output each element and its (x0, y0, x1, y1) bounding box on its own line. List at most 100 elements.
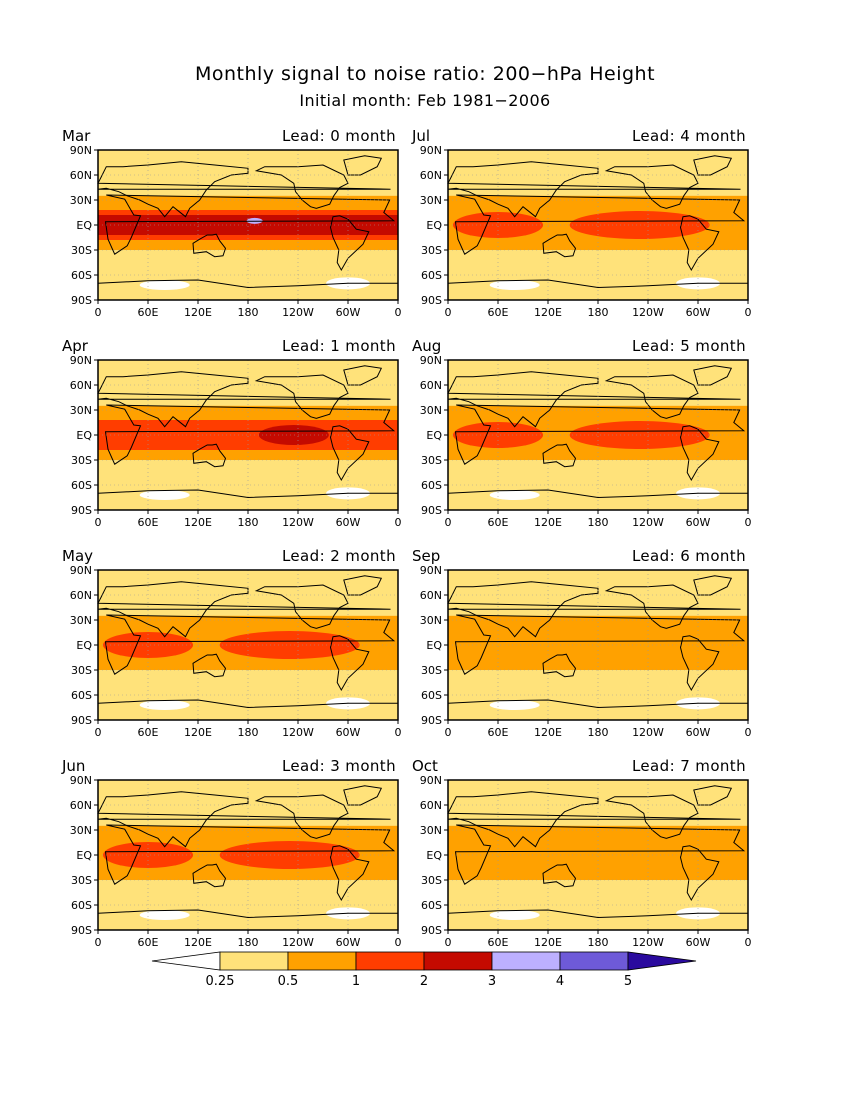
field-core (103, 632, 193, 658)
coastline (97, 279, 398, 289)
x-tick-label: 0 (745, 936, 752, 949)
colorbar-swatch (491, 951, 561, 971)
panel-lead-label: Lead: 4 month (631, 127, 746, 145)
x-tick-label: 120W (632, 936, 664, 949)
x-tick-label: 180 (588, 726, 609, 739)
y-tick-label: 30S (71, 244, 92, 257)
coastline (447, 371, 741, 428)
colorbar-swatches (151, 951, 697, 971)
y-tick-label: 90N (70, 565, 92, 577)
x-tick-label: 60W (686, 936, 711, 949)
x-tick-label: 60E (138, 936, 159, 949)
x-tick-label: 60E (488, 936, 509, 949)
field-core (453, 422, 543, 448)
y-tick-label: 90S (421, 924, 442, 937)
x-tick-label: 180 (238, 726, 259, 739)
y-tick-label: 90S (421, 504, 442, 517)
x-tick-label: 0 (445, 516, 452, 529)
y-tick-label: 60N (420, 589, 442, 602)
x-tick-label: 0 (395, 936, 402, 949)
y-tick-label: EQ (76, 429, 92, 442)
x-tick-label: 180 (588, 306, 609, 319)
x-tick-label: 60W (686, 306, 711, 319)
x-tick-label: 180 (238, 306, 259, 319)
colorbar-label: 4 (555, 974, 565, 989)
colorbar-swatch (151, 951, 221, 971)
x-tick-label: 0 (95, 516, 102, 529)
coastline (343, 155, 383, 176)
y-tick-label: 30N (70, 824, 92, 837)
x-tick-label: 60W (336, 726, 361, 739)
x-tick-label: 120E (534, 306, 562, 319)
x-tick-label: 120E (534, 936, 562, 949)
field-patch (139, 490, 190, 500)
coastline (454, 194, 746, 255)
y-tick-label: 90S (71, 924, 92, 937)
coastline (97, 699, 398, 709)
x-tick-label: 120W (282, 516, 314, 529)
coastline (104, 194, 396, 255)
coastline (192, 233, 227, 258)
y-tick-label: 60S (71, 899, 92, 912)
y-tick-label: 60S (421, 269, 442, 282)
coastline (97, 581, 391, 638)
y-tick-label: 30N (420, 194, 442, 207)
map-panel-oct: Oct Lead: 7 month 90N 60N 30N EQ 30S 60S 90S 0 6… (410, 757, 752, 962)
coastline (343, 575, 383, 596)
field-patch (489, 700, 540, 710)
coastline (343, 365, 383, 386)
colorbar-swatch (423, 951, 493, 971)
colorbar: 0.25 0.5 1 2 3 4 5 (150, 950, 710, 995)
colorbar-swatch (219, 951, 289, 971)
coastline (542, 443, 577, 468)
y-tick-label: 90N (420, 145, 442, 157)
coastline (693, 155, 733, 176)
y-tick-label: EQ (76, 219, 92, 232)
colorbar-label: 3 (487, 974, 497, 989)
coastline (447, 909, 748, 919)
coastline (254, 584, 349, 629)
coastline (97, 791, 391, 848)
colorbar-swatch (355, 951, 425, 971)
coastline (447, 791, 741, 848)
y-tick-label: 60N (70, 379, 92, 392)
field-core (569, 211, 710, 239)
coastline (542, 863, 577, 888)
x-tick-label: 120E (184, 306, 212, 319)
y-tick-label: 60N (420, 799, 442, 812)
x-tick-label: 0 (745, 306, 752, 319)
y-tick-label: 90S (421, 294, 442, 307)
x-tick-label: 0 (95, 306, 102, 319)
x-tick-label: 0 (95, 726, 102, 739)
coastline (604, 164, 699, 209)
x-tick-label: 120W (632, 516, 664, 529)
x-tick-label: 120W (632, 306, 664, 319)
y-tick-label: 30S (71, 454, 92, 467)
y-tick-label: 90S (421, 714, 442, 727)
coastline (447, 581, 741, 638)
coastline (454, 404, 746, 465)
coastline (254, 794, 349, 839)
x-tick-label: 0 (395, 306, 402, 319)
x-tick-label: 120E (184, 936, 212, 949)
x-tick-label: 120W (282, 936, 314, 949)
panel-month-label: Oct (412, 757, 438, 775)
y-tick-label: 30N (420, 614, 442, 627)
field-band (98, 215, 398, 235)
x-tick-label: 60W (336, 516, 361, 529)
x-tick-label: 60E (488, 726, 509, 739)
x-tick-label: 180 (238, 936, 259, 949)
map-panel-jun: Jun Lead: 3 month 90N 60N 30N EQ 30S 60S 90S 0 6… (60, 757, 402, 962)
x-tick-label: 60W (336, 306, 361, 319)
y-tick-label: 60N (70, 169, 92, 182)
field-core (453, 212, 543, 238)
y-tick-label: 30N (70, 614, 92, 627)
colorbar-label: 5 (623, 974, 633, 989)
coastline (693, 575, 733, 596)
y-tick-label: 30N (70, 194, 92, 207)
